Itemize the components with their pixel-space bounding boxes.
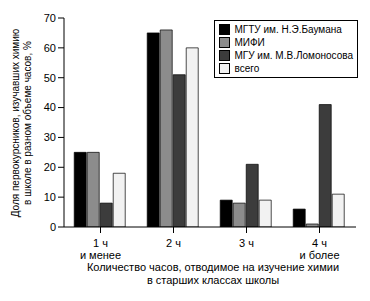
html-text:всего: всего xyxy=(234,63,260,74)
svg-text:10: 10 xyxy=(44,191,56,203)
svg-text:40: 40 xyxy=(44,101,56,113)
html-text:МГУ им. М.В.Ломоносова: МГУ им. М.В.Ломоносова xyxy=(234,50,353,61)
svg-text:2 ч: 2 ч xyxy=(166,237,181,249)
svg-text:4 чи более: 4 чи более xyxy=(299,237,339,261)
svg-text:50: 50 xyxy=(44,72,56,84)
html-text:МГТУ им. Н.Э.Баумана: МГТУ им. Н.Э.Баумана xyxy=(234,24,342,35)
html-text:МИФИ: МИФИ xyxy=(234,37,265,48)
svg-text:60: 60 xyxy=(44,42,56,54)
svg-text:1 чи менее: 1 чи менее xyxy=(80,237,121,261)
html-text:Количество часов, отводимое на: Количество часов, отводимое на изучение … xyxy=(86,261,340,286)
svg-text:0: 0 xyxy=(50,221,56,233)
svg-text:70: 70 xyxy=(44,12,56,24)
svg-text:20: 20 xyxy=(44,161,56,173)
svg-text:30: 30 xyxy=(44,131,56,143)
svg-text:3 ч: 3 ч xyxy=(239,237,254,249)
html-text:Доля первокурсников, изучавших: Доля первокурсников, изучавших химию в ш… xyxy=(10,28,33,218)
